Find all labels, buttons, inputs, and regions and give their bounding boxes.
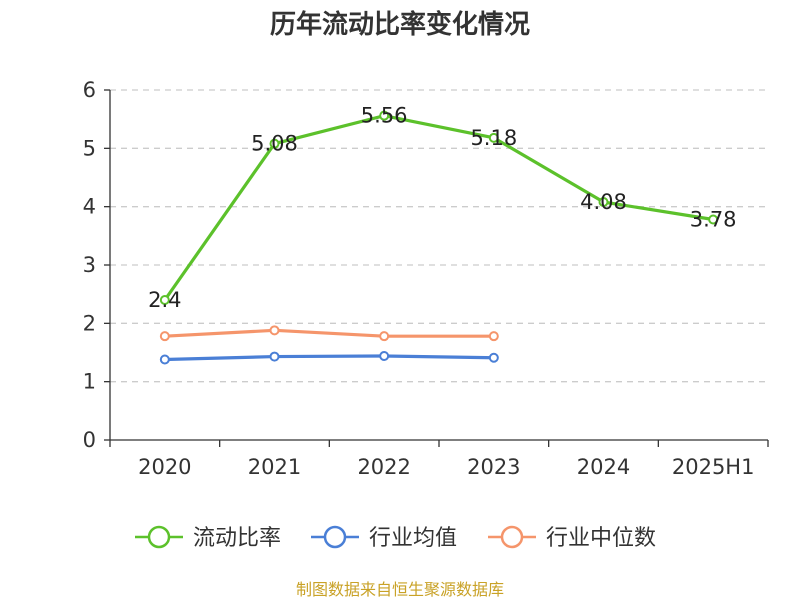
series-point-1 bbox=[269, 351, 280, 362]
series-point-0 bbox=[159, 295, 170, 305]
series-point-2 bbox=[269, 325, 280, 336]
series-point-0 bbox=[379, 110, 390, 121]
legend-marker-1 bbox=[323, 525, 347, 549]
legend-label-0: 流动比率 bbox=[193, 526, 281, 551]
legend-label-1: 行业均值 bbox=[369, 526, 457, 551]
series-point-1 bbox=[488, 352, 499, 363]
y-tick-label: 3 bbox=[83, 253, 96, 277]
data-label-2021: 5.08 bbox=[251, 132, 298, 156]
y-tick-label: 5 bbox=[83, 136, 96, 160]
data-label-2023: 5.18 bbox=[470, 126, 517, 150]
x-tick-label-2021: 2021 bbox=[248, 455, 301, 479]
source-note: 制图数据来自恒生聚源数据库 bbox=[296, 580, 504, 599]
data-label-2020: 2.4 bbox=[148, 288, 181, 312]
legend-marker-0 bbox=[147, 525, 171, 549]
y-tick-label: 2 bbox=[83, 311, 96, 335]
series-point-0 bbox=[269, 138, 280, 149]
x-tick-label-2024: 2024 bbox=[577, 455, 630, 479]
axes: 0 1 2 3 4 5 6 2020 2021 2022 2023 2024 2025H1 bbox=[83, 78, 769, 479]
data-label-2022: 5.56 bbox=[361, 104, 408, 128]
x-tick-label-2023: 2023 bbox=[467, 455, 520, 479]
series-layer bbox=[159, 110, 719, 365]
y-tick-label: 0 bbox=[83, 428, 96, 452]
legend: 流动比率 行业均值 行业中位数 bbox=[135, 525, 656, 551]
x-tick-label-2020: 2020 bbox=[138, 455, 191, 479]
series-point-0 bbox=[598, 197, 609, 207]
series-point-0 bbox=[708, 214, 719, 225]
data-label-2025H1: 3.78 bbox=[690, 208, 737, 232]
series-line-1 bbox=[164, 354, 494, 362]
series-point-0 bbox=[488, 132, 499, 143]
data-label-2024: 4.08 bbox=[580, 190, 627, 214]
y-tick-label: 6 bbox=[83, 78, 96, 102]
y-tick-label: 4 bbox=[83, 195, 96, 219]
series-point-2 bbox=[379, 331, 390, 342]
series-point-1 bbox=[379, 351, 390, 361]
chart-title: 历年流动比率变化情况 bbox=[270, 9, 530, 40]
series-point-2 bbox=[488, 331, 499, 342]
series-point-1 bbox=[159, 354, 170, 365]
legend-marker-2 bbox=[500, 525, 524, 549]
series-line-2 bbox=[164, 328, 494, 338]
x-tick-label-2022: 2022 bbox=[357, 455, 410, 479]
data-labels: 2.4 5.08 5.56 5.18 4.08 3.78 bbox=[148, 104, 736, 312]
series-point-2 bbox=[159, 331, 170, 342]
series-line-0 bbox=[163, 114, 714, 301]
legend-label-2: 行业中位数 bbox=[546, 526, 656, 551]
y-tick-label: 1 bbox=[83, 370, 96, 394]
x-tick-label-2025H1: 2025H1 bbox=[672, 455, 755, 479]
